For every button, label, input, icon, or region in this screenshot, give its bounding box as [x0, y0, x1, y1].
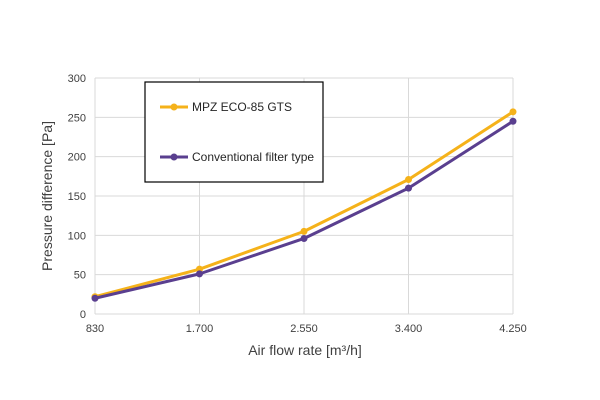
data-point: [91, 294, 99, 302]
data-point: [405, 175, 412, 183]
y-tick-label: 150: [68, 191, 86, 203]
x-tick-label: 3.400: [395, 323, 423, 335]
y-tick-label: 200: [68, 152, 86, 164]
x-tick-label: 830: [86, 323, 104, 335]
legend: MPZ ECO-85 GTS Conventional filter type: [144, 81, 324, 183]
y-axis-ticks: 0 50 100 150 200 250 300: [68, 73, 86, 321]
legend-label-1: Conventional filter type: [192, 150, 314, 164]
x-axis-ticks: 830 1.700 2.550 3.400 4.250: [86, 323, 527, 335]
x-tick-label: 1.700: [186, 323, 214, 335]
x-axis-title: Air flow rate [m³/h]: [248, 342, 362, 358]
data-point: [509, 117, 517, 125]
x-tick-label: 4.250: [499, 323, 527, 335]
data-point: [196, 270, 203, 278]
legend-marker-0: [170, 103, 178, 111]
y-tick-label: 250: [68, 112, 86, 124]
data-point: [300, 234, 308, 242]
x-tick-label: 2.550: [290, 323, 318, 335]
series-layer: [91, 108, 517, 302]
data-point: [300, 227, 308, 235]
legend-label-0: MPZ ECO-85 GTS: [192, 100, 292, 114]
legend-box: [144, 81, 324, 183]
y-axis-title: Pressure difference [Pa]: [39, 121, 55, 271]
y-tick-label: 50: [74, 270, 86, 282]
y-tick-label: 300: [68, 73, 86, 85]
data-point: [405, 184, 412, 192]
y-tick-label: 0: [80, 309, 86, 321]
y-tick-label: 100: [68, 230, 86, 242]
legend-marker-1: [170, 153, 178, 161]
data-point: [509, 108, 517, 116]
